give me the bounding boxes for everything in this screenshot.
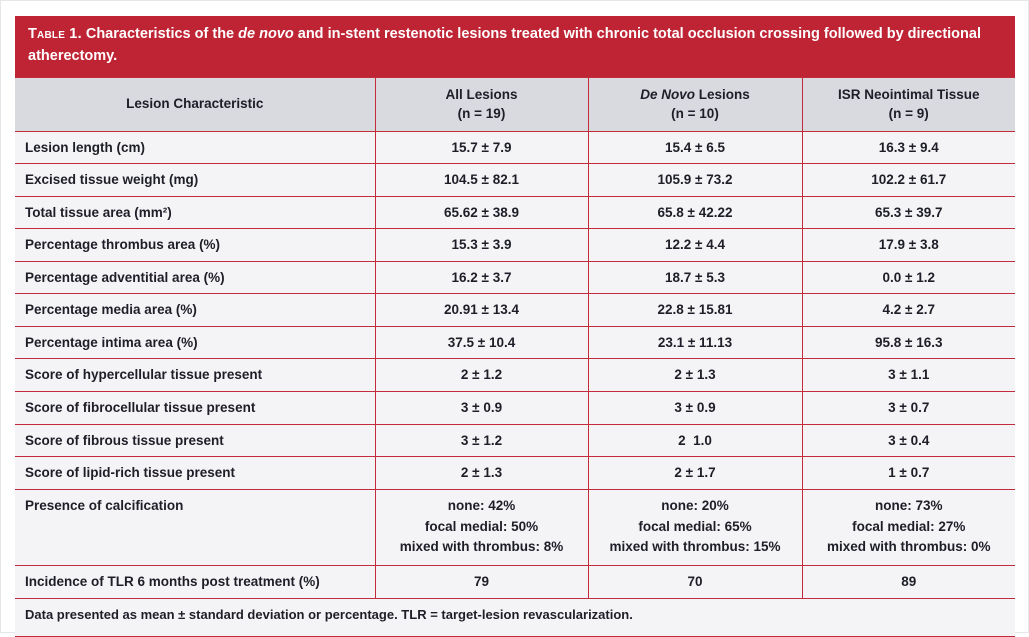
cell-isr: 65.3 ± 39.7 (801, 195, 1015, 230)
cell-isr: 0.0 ± 1.2 (801, 260, 1015, 295)
row-label: Score of lipid-rich tissue present (15, 456, 376, 490)
cell-isr: 102.2 ± 61.7 (801, 163, 1015, 197)
cell-de-novo: 2 ± 1.7 (587, 456, 803, 490)
col-header-line1: De Novo Lesions (640, 86, 750, 102)
col-header-line2: (n = 9) (888, 106, 929, 122)
row-label: Excised tissue weight (mg) (15, 163, 376, 197)
table-row: Lesion length (cm) 15.7 ± 7.9 15.4 ± 6.5… (15, 130, 1015, 165)
row-label: Score of fibrous tissue present (15, 423, 376, 458)
col-header-de-novo-lesions: De Novo Lesions (n = 10) (587, 76, 803, 132)
cell-all-lesions: 2 ± 1.3 (374, 456, 589, 490)
table-row: Percentage adventitial area (%) 16.2 ± 3… (15, 260, 1015, 295)
table-row: Score of fibrous tissue present 3 ± 1.2 … (15, 423, 1015, 458)
col-header-line2: (n = 10) (671, 106, 719, 122)
title-text-2: and in-stent restenotic lesions treated … (28, 26, 981, 64)
title-text-1: Characteristics of the (81, 26, 239, 42)
table-row: Total tissue area (mm²) 65.62 ± 38.9 65.… (15, 195, 1015, 230)
table-row: Incidence of TLR 6 months post treatment… (15, 565, 1015, 599)
cell-de-novo: 65.8 ± 42.22 (587, 195, 803, 230)
table-number: Table 1. (28, 26, 82, 42)
cell-de-novo: 2 ± 1.3 (587, 358, 803, 392)
row-label: Percentage media area (%) (15, 293, 376, 327)
cell-all-lesions: 2 ± 1.2 (374, 358, 589, 392)
row-label: Score of fibrocellular tissue present (15, 391, 376, 425)
table-title: Table 1. Characteristics of the de novo … (15, 16, 1015, 77)
col-header-lesion-characteristic: Lesion Characteristic (15, 76, 376, 132)
characteristics-table: Lesion Characteristic All Lesions (n = 1… (15, 76, 1015, 637)
cell-de-novo: 15.4 ± 6.5 (587, 130, 803, 165)
cell-all-lesions: 3 ± 0.9 (374, 391, 589, 425)
row-label: Total tissue area (mm²) (15, 195, 376, 230)
cell-isr: 3 ± 0.4 (801, 423, 1015, 458)
cell-all-lesions: 15.3 ± 3.9 (374, 228, 589, 262)
cell-all-lesions: 104.5 ± 82.1 (374, 163, 589, 197)
row-label: Incidence of TLR 6 months post treatment… (15, 565, 376, 599)
cell-all-lesions: 3 ± 1.2 (374, 423, 589, 458)
cell-isr: 4.2 ± 2.7 (801, 293, 1015, 327)
row-label: Percentage intima area (%) (15, 325, 376, 360)
cell-all-lesions: none: 42% focal medial: 50% mixed with t… (374, 488, 589, 567)
table-row: Score of hypercellular tissue present 2 … (15, 358, 1015, 392)
table-row: Score of lipid-rich tissue present 2 ± 1… (15, 456, 1015, 490)
table-row: Percentage intima area (%) 37.5 ± 10.4 2… (15, 325, 1015, 360)
row-label: Score of hypercellular tissue present (15, 358, 376, 392)
table-row-calcification: Presence of calcification none: 42% foca… (15, 488, 1015, 567)
cell-isr: 1 ± 0.7 (801, 456, 1015, 490)
cell-all-lesions: 37.5 ± 10.4 (374, 325, 589, 360)
header-row: Lesion Characteristic All Lesions (n = 1… (15, 76, 1015, 132)
cell-isr: 16.3 ± 9.4 (801, 130, 1015, 165)
title-italic-term: de novo (238, 26, 294, 42)
footnote-row: Data presented as mean ± standard deviat… (15, 597, 1015, 637)
col-header-line1: ISR Neointimal Tissue (837, 86, 980, 102)
row-label: Percentage thrombus area (%) (15, 228, 376, 262)
cell-isr: 95.8 ± 16.3 (801, 325, 1015, 360)
table-row: Excised tissue weight (mg) 104.5 ± 82.1 … (15, 163, 1015, 197)
footnote: Data presented as mean ± standard deviat… (15, 597, 1015, 637)
col-header-line1: All Lesions (445, 86, 518, 102)
cell-de-novo: 2 1.0 (587, 423, 803, 458)
table-row: Score of fibrocellular tissue present 3 … (15, 391, 1015, 425)
cell-isr: 3 ± 1.1 (801, 358, 1015, 392)
cell-all-lesions: 79 (374, 565, 589, 599)
cell-de-novo: 105.9 ± 73.2 (587, 163, 803, 197)
row-label: Lesion length (cm) (15, 130, 376, 165)
cell-isr: none: 73% focal medial: 27% mixed with t… (801, 488, 1015, 567)
row-label: Presence of calcification (15, 488, 376, 567)
cell-de-novo: 3 ± 0.9 (587, 391, 803, 425)
table-row: Percentage thrombus area (%) 15.3 ± 3.9 … (15, 228, 1015, 262)
cell-de-novo: 23.1 ± 11.13 (587, 325, 803, 360)
cell-isr: 3 ± 0.7 (801, 391, 1015, 425)
col-header-line2: (n = 19) (457, 106, 506, 122)
cell-all-lesions: 15.7 ± 7.9 (374, 130, 589, 165)
cell-all-lesions: 20.91 ± 13.4 (374, 293, 589, 327)
cell-isr: 89 (801, 565, 1015, 599)
cell-de-novo: none: 20% focal medial: 65% mixed with t… (587, 488, 803, 567)
cell-all-lesions: 65.62 ± 38.9 (374, 195, 589, 230)
cell-de-novo: 22.8 ± 15.81 (587, 293, 803, 327)
cell-de-novo: 12.2 ± 4.4 (587, 228, 803, 262)
table-row: Percentage media area (%) 20.91 ± 13.4 2… (15, 293, 1015, 327)
cell-all-lesions: 16.2 ± 3.7 (374, 260, 589, 295)
cell-de-novo: 70 (587, 565, 803, 599)
row-label: Percentage adventitial area (%) (15, 260, 376, 295)
cell-isr: 17.9 ± 3.8 (801, 228, 1015, 262)
col-header-all-lesions: All Lesions (n = 19) (374, 76, 589, 132)
cell-de-novo: 18.7 ± 5.3 (587, 260, 803, 295)
col-header-isr-neointimal: ISR Neointimal Tissue (n = 9) (801, 76, 1015, 132)
